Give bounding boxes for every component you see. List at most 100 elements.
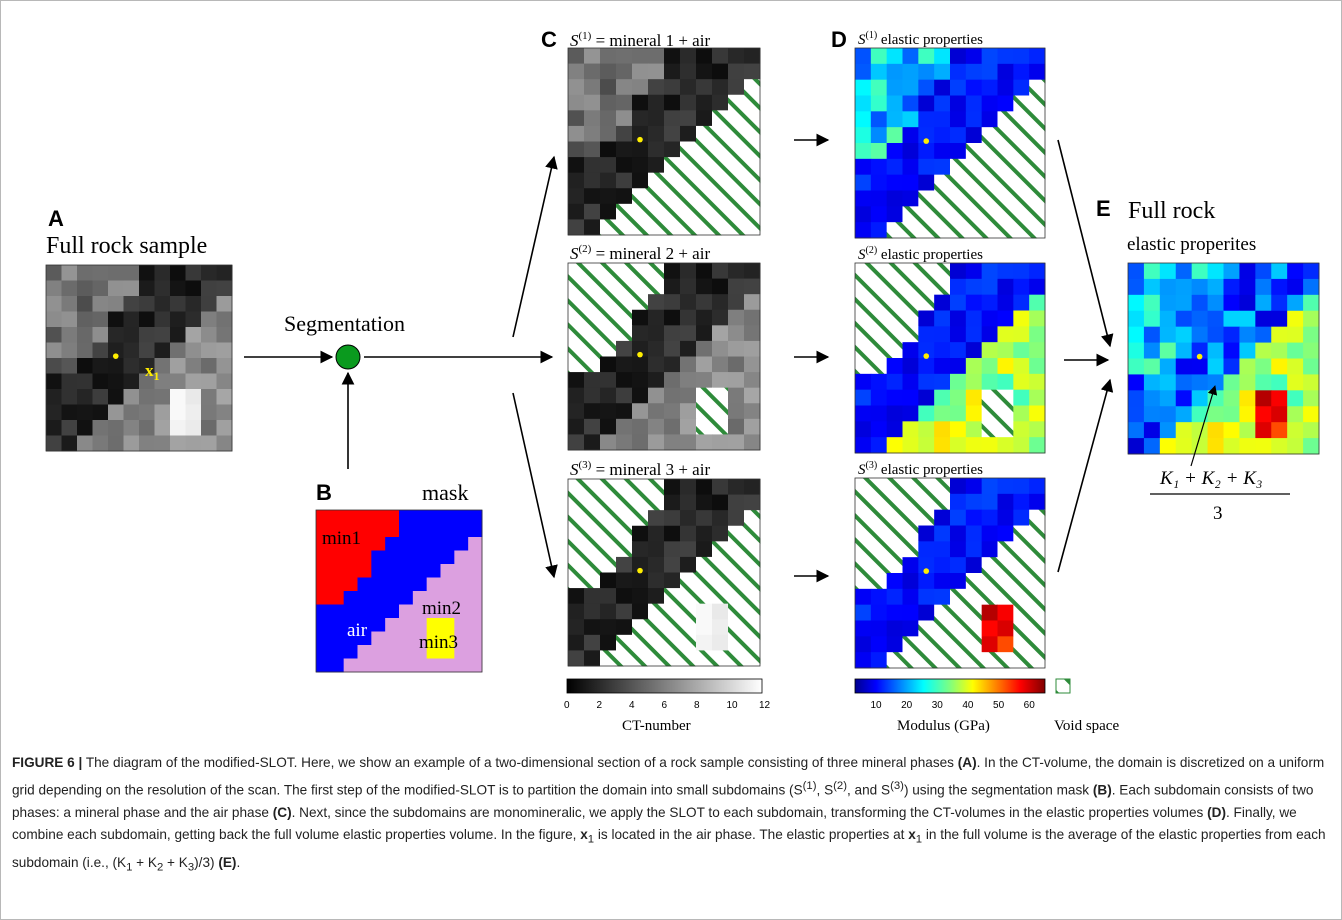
grid-cell (1303, 406, 1320, 423)
grid-cell (584, 294, 601, 311)
grid-cell (1143, 263, 1161, 280)
grid-cell (584, 494, 601, 511)
caption-x1-second: x (908, 827, 916, 843)
grid-cell (855, 111, 872, 128)
grid-cell (46, 435, 62, 452)
grid-cell (632, 572, 649, 589)
grid-cell (728, 157, 745, 174)
grid-cell (1013, 493, 1030, 511)
grid-cell (1271, 422, 1288, 439)
grid-cell (216, 435, 233, 452)
grid-cell (468, 550, 483, 565)
grid-cell (680, 110, 697, 127)
grid-cell (950, 373, 967, 391)
caption-text-10: in the full volume is the average of the… (12, 827, 1326, 870)
grid-cell (950, 588, 967, 606)
grid-cell (744, 294, 761, 311)
grid-cell (728, 141, 745, 158)
grid-cell (77, 435, 93, 452)
grid-cell (744, 79, 761, 96)
grid-cell (1223, 342, 1240, 359)
grid-cell (170, 420, 186, 436)
caption-x1-sub: 1 (587, 834, 595, 847)
grid-cell (316, 645, 331, 659)
grid-cell (918, 636, 935, 653)
caption-text-8: . Finally, we combine each subdomain, ge… (12, 804, 1297, 843)
grid-cell (918, 389, 935, 406)
grid-cell (632, 510, 649, 527)
grid-cell (997, 557, 1014, 574)
grid-cell (61, 296, 78, 312)
grid-cell (154, 296, 171, 312)
grid-cell (981, 636, 998, 653)
grid-cell (1013, 636, 1030, 653)
grid-cell (568, 634, 585, 651)
grid-cell (329, 658, 345, 673)
caption-x1: x (580, 827, 588, 843)
grid-cell (1013, 143, 1030, 160)
grid-cell (712, 387, 729, 404)
grid-cell (965, 48, 983, 65)
grid-cell (385, 523, 400, 538)
grid-cell (728, 48, 745, 65)
grid-cell (1159, 342, 1177, 359)
grid-cell (934, 143, 951, 160)
grid-cell (77, 342, 93, 359)
grid-cell (950, 263, 967, 280)
grid-cell (600, 356, 617, 373)
grid-cell (1191, 310, 1209, 328)
grid-cell (1175, 342, 1193, 359)
grid-cell (616, 278, 633, 295)
grid-cell (584, 79, 601, 96)
grid-cell (61, 389, 78, 405)
grid-cell (997, 310, 1014, 327)
grid-cell (1128, 390, 1145, 407)
grid-cell (696, 278, 713, 295)
grid-cell (216, 358, 233, 374)
grid-cell (185, 389, 202, 405)
grid-cell (1159, 326, 1177, 344)
grid-cell (371, 618, 386, 632)
grid-cell (316, 564, 331, 578)
grid-cell (632, 650, 649, 667)
grid-cell (584, 141, 601, 158)
grid-cell (1029, 342, 1046, 359)
grid-cell (426, 550, 441, 565)
grid-cell (902, 63, 919, 81)
grid-cell (744, 110, 761, 127)
grid-cell (1223, 438, 1240, 455)
grid-cell (1303, 390, 1320, 407)
grid-cell (1013, 158, 1030, 176)
grid-cell (918, 278, 935, 296)
grid-cell (468, 537, 483, 551)
grid-cell (1303, 422, 1320, 439)
grid-cell (918, 557, 935, 574)
grid-cell (965, 79, 983, 96)
grid-cell (123, 389, 140, 405)
grid-cell (108, 327, 124, 343)
grid-cell (316, 658, 331, 673)
grid-cell (1255, 294, 1272, 312)
grid-cell (316, 618, 331, 632)
grid-cell (600, 94, 617, 111)
grid-cell (664, 125, 681, 142)
grid-cell (216, 389, 233, 405)
grid-cell (1191, 358, 1209, 375)
grid-cell (108, 280, 124, 297)
grid-cell (343, 537, 358, 551)
grid-cell (728, 588, 745, 605)
grid-cell (426, 577, 441, 592)
grid-cell (468, 658, 483, 673)
grid-cell (934, 620, 951, 637)
grid-cell (744, 510, 761, 527)
grid-cell (648, 588, 665, 605)
mask-label-min1: min1 (322, 528, 361, 549)
grid-cell (950, 310, 967, 327)
grid-cell (399, 537, 414, 551)
grid-cell (744, 479, 761, 496)
grid-cell (965, 111, 983, 128)
grid-cell (1029, 206, 1046, 223)
grid-cell (965, 63, 983, 81)
grid-cell (1255, 406, 1272, 423)
grid-cell (1029, 326, 1046, 343)
